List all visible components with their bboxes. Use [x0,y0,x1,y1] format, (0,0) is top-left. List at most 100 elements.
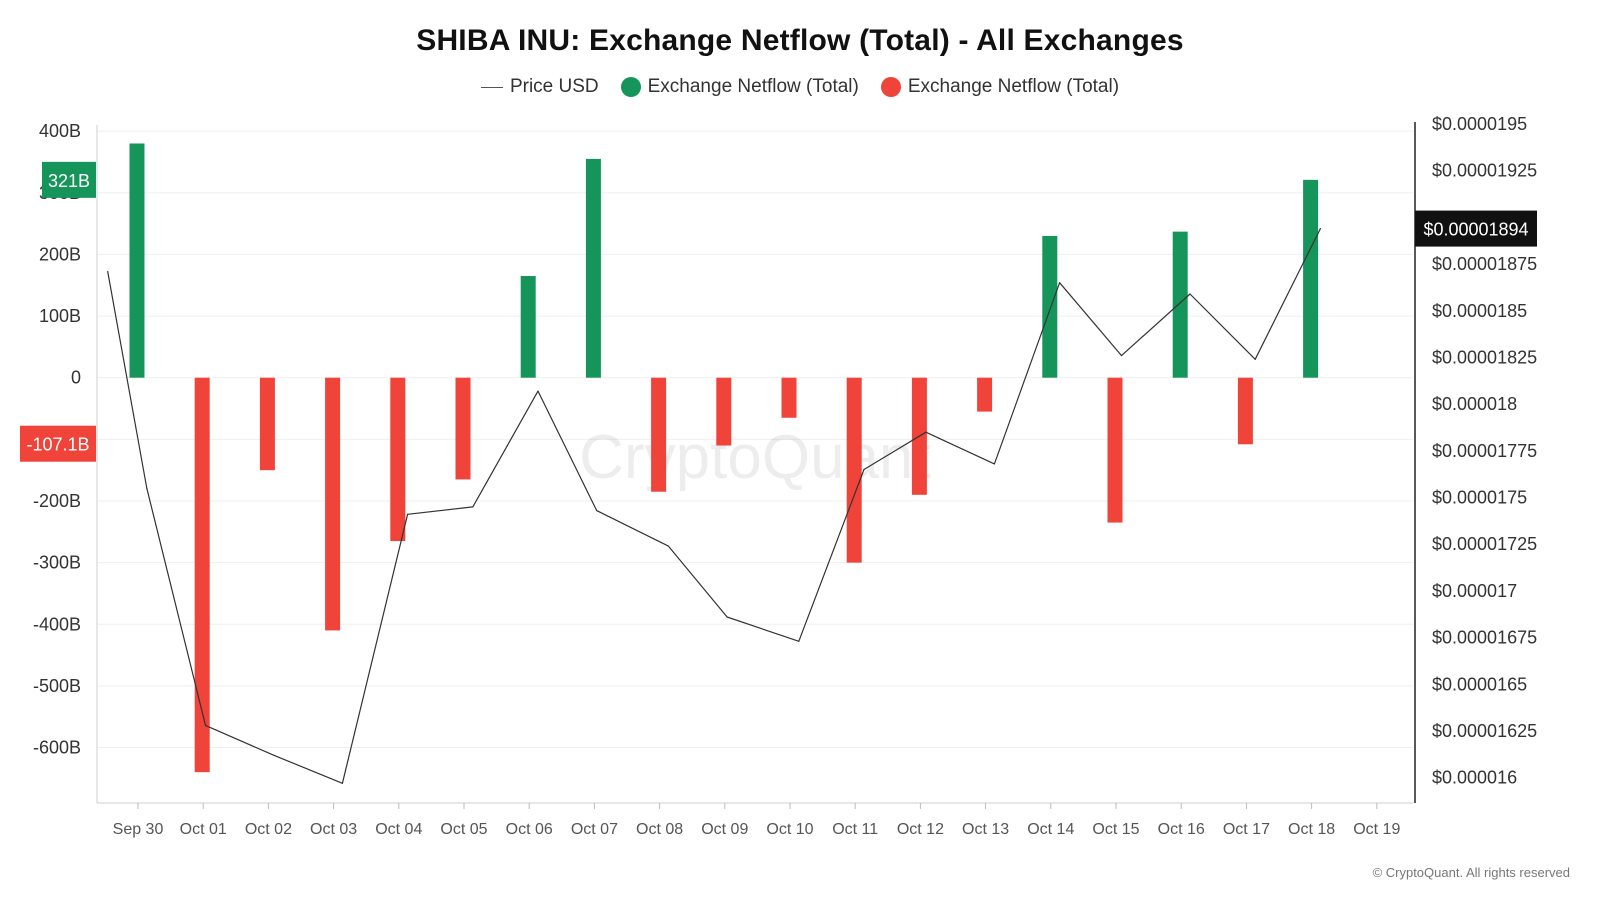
netflow-bars [129,143,1319,773]
netflow-bar [194,377,210,773]
price-point [341,782,343,784]
left-tick-label: -200B [33,491,81,511]
x-axis-ticks: Sep 30 Oct 01 Oct 02 Oct 03 Oct 04 Oct 05 Oct … [113,803,1400,838]
netflow-bar [390,377,406,542]
price-point [596,509,598,512]
left-tick-label: -600B [33,738,81,758]
left-tick-label: 0 [71,368,81,388]
legend-item-netflow-negative[interactable]: Exchange Netflow (Total) [880,76,1120,98]
price-point [406,513,409,515]
right-tick-label: $0.000017 [1432,581,1517,601]
x-tick-label: Sep 30 [113,821,164,838]
x-tick-label: Oct 07 [571,821,618,838]
price-point [1254,358,1256,360]
left-tick-label: -500B [33,676,81,696]
netflow-bar [1107,377,1123,523]
left-tick-label: -400B [33,614,81,634]
x-tick-label: Oct 11 [832,821,878,838]
right-tick-label: $0.00001625 [1432,721,1537,741]
legend-label-netflow-negative: Exchange Netflow (Total) [907,76,1120,97]
right-tick-label: $0.0000185 [1432,301,1527,321]
netflow-bar [846,377,862,563]
netflow-cursor-badge-label: -107.1B [26,435,89,455]
price-point [146,487,148,489]
right-tick-label: $0.000018 [1432,394,1517,414]
watermark: CryptoQuant [579,423,931,492]
right-tick-label: $0.00001825 [1432,347,1537,367]
right-tick-label: $0.00001925 [1432,161,1537,181]
left-tick-label: -300B [33,553,81,573]
x-tick-label: Oct 01 [180,821,227,838]
netflow-bar [325,377,341,631]
green-dot-icon [620,77,641,97]
right-tick-label: $0.0000195 [1432,114,1527,134]
netflow-bar [129,143,145,378]
price-point [798,640,800,642]
x-tick-label: Oct 02 [245,821,292,838]
copyright-notice: © CryptoQuant. All rights reserved [1372,865,1570,880]
left-tick-label: 200B [39,244,81,264]
x-tick-label: Oct 17 [1223,821,1270,838]
price-line [107,228,1321,784]
chart-title: SHIBA INU: Exchange Netflow (Total) - Al… [416,24,1184,57]
right-axis-ticks: $0.0000195 $0.00001925 $0.00001875 $0.00001… [1432,114,1537,788]
grid-lines [97,130,1413,749]
right-tick-label: $0.0000175 [1432,488,1527,508]
right-tick-label: $0.00001775 [1432,441,1537,461]
netflow-last-badge-label: 321B [48,171,90,191]
price-point [1189,293,1191,295]
price-point [472,506,474,508]
price-point [925,431,927,433]
netflow-bar [585,158,601,378]
netflow-bar [455,377,471,480]
netflow-bar [1303,179,1319,378]
right-tick-label: $0.00001725 [1432,534,1537,554]
right-tick-label: $0.00001675 [1432,628,1537,648]
price-point [863,468,865,471]
price-line-group [107,227,1321,784]
netflow-bar [977,377,993,412]
legend-item-price[interactable]: Price USD [480,76,599,98]
x-tick-label: Oct 06 [506,821,553,838]
legend: Price USD Exchange Netflow (Total) Excha… [0,76,1600,98]
x-tick-label: Oct 03 [310,821,357,838]
price-point [273,754,275,756]
x-tick-label: Oct 15 [1092,821,1139,838]
value-badges: 321B -107.1B $0.00001894 [20,161,1537,462]
price-point [726,616,728,618]
netflow-bar [651,377,667,492]
price-point [1120,354,1123,357]
x-tick-label: Oct 10 [766,821,813,838]
price-point [204,724,207,726]
netflow-bar [1042,235,1058,378]
left-tick-label: 400B [39,121,81,141]
x-tick-label: Oct 13 [962,821,1009,838]
netflow-bar [520,276,536,378]
netflow-cursor-badge [20,425,96,462]
x-tick-label: Oct 16 [1158,821,1205,838]
x-tick-label: Oct 08 [636,821,683,838]
price-point [667,545,669,547]
red-dot-icon [880,77,901,97]
price-point [537,390,539,392]
x-tick-label: Oct 19 [1353,821,1400,838]
x-tick-label: Oct 18 [1288,821,1335,838]
right-tick-label: $0.0000165 [1432,674,1527,694]
price-point [1058,282,1061,284]
price-point [993,463,995,465]
netflow-bar [1237,377,1253,445]
x-tick-label: Oct 05 [440,821,487,838]
netflow-last-badge [42,161,96,198]
netflow-bar [259,377,275,471]
legend-label-netflow-positive: Exchange Netflow (Total) [647,76,859,97]
legend-item-netflow-positive[interactable]: Exchange Netflow (Total) [620,76,859,98]
netflow-bar [781,377,797,418]
left-tick-label: 100B [39,306,81,326]
netflow-bar [1172,231,1188,378]
x-tick-label: Oct 09 [701,821,748,838]
netflow-bar [716,377,732,446]
x-tick-label: Oct 12 [897,821,944,838]
price-point [107,270,109,273]
price-last-badge-label: $0.00001894 [1423,220,1528,240]
